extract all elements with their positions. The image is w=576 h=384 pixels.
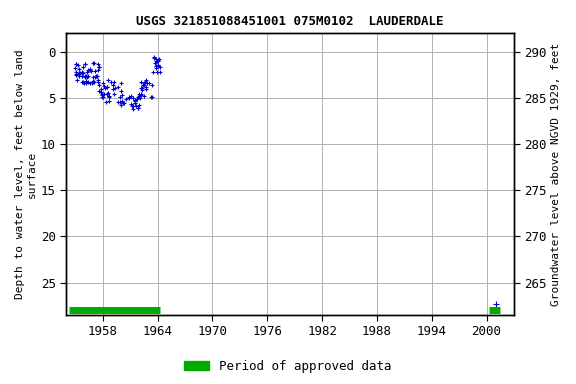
Y-axis label: Depth to water level, feet below land
surface: Depth to water level, feet below land su…	[15, 49, 37, 299]
Legend: Period of approved data: Period of approved data	[179, 355, 397, 378]
Y-axis label: Groundwater level above NGVD 1929, feet: Groundwater level above NGVD 1929, feet	[551, 43, 561, 306]
Title: USGS 321851088451001 075M0102  LAUDERDALE: USGS 321851088451001 075M0102 LAUDERDALE	[137, 15, 444, 28]
